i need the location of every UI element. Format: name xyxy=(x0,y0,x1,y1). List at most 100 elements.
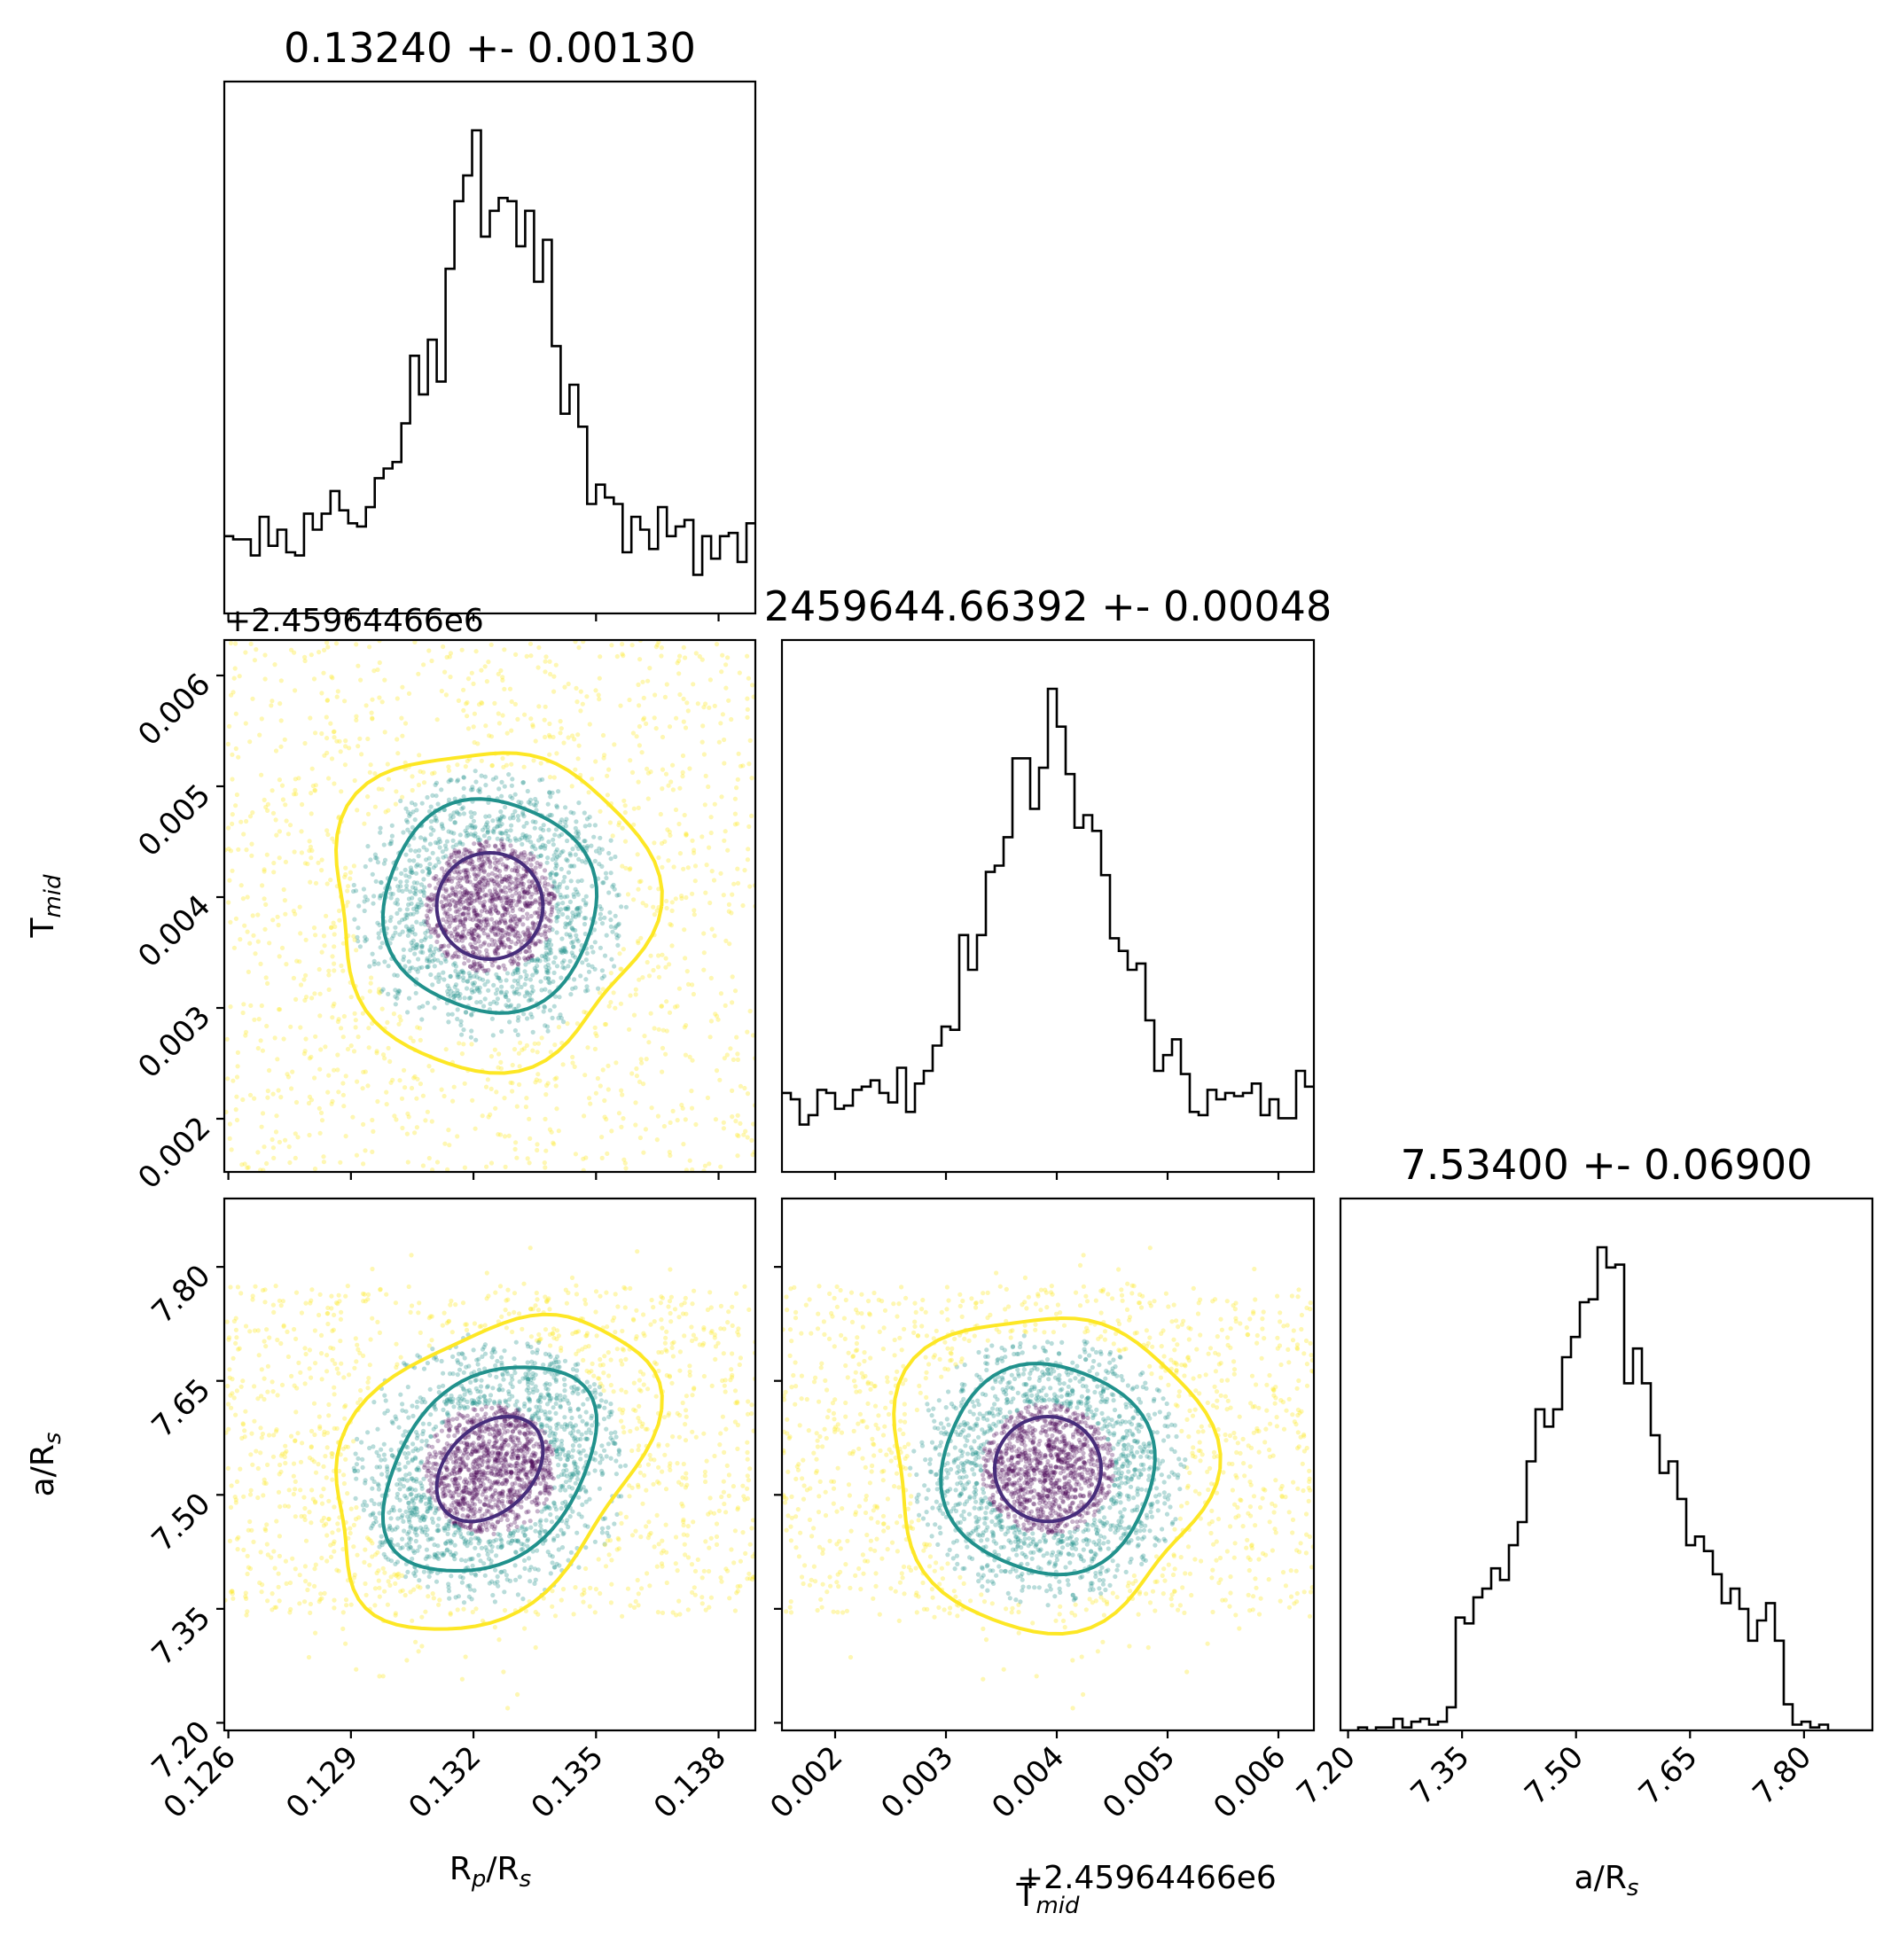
scatter-point xyxy=(689,1562,695,1567)
scatter-point xyxy=(500,1492,505,1497)
scatter-point xyxy=(464,833,469,839)
scatter-point xyxy=(513,652,519,658)
scatter-point xyxy=(363,863,368,870)
scatter-point xyxy=(530,988,535,994)
scatter-point xyxy=(446,1318,452,1324)
scatter-point xyxy=(575,905,581,910)
scatter-point xyxy=(410,965,415,971)
scatter-point xyxy=(348,876,353,881)
scatter-point xyxy=(677,785,683,791)
scatter-point xyxy=(619,1124,624,1129)
scatter-point xyxy=(602,953,608,958)
scatter-point xyxy=(501,842,506,847)
scatter-point xyxy=(691,991,697,997)
scatter-point xyxy=(326,776,332,781)
scatter-point xyxy=(351,1544,356,1550)
scatter-point xyxy=(547,790,552,795)
scatter-point xyxy=(332,1385,337,1390)
scatter-point xyxy=(724,1052,730,1058)
scatter-point xyxy=(541,1009,546,1014)
scatter-point xyxy=(497,927,503,933)
scatter-point xyxy=(646,1532,653,1537)
contour-3sigma xyxy=(333,751,664,1075)
scatter-point xyxy=(496,892,502,897)
scatter-point xyxy=(448,993,453,998)
scatter-point xyxy=(543,934,549,940)
scatter-point xyxy=(709,1383,715,1388)
scatter-point xyxy=(509,901,514,906)
scatter-point xyxy=(605,1530,610,1535)
scatter-point xyxy=(492,949,498,956)
scatter-point xyxy=(455,1470,460,1475)
scatter-point xyxy=(360,1503,365,1508)
scatter-point xyxy=(566,870,572,875)
scatter-point xyxy=(470,1449,475,1454)
scatter-point xyxy=(497,830,503,835)
scatter-point xyxy=(493,991,499,996)
scatter-point xyxy=(655,1113,661,1119)
scatter-point xyxy=(233,803,238,808)
scatter-point xyxy=(467,861,473,866)
scatter-point xyxy=(352,777,357,784)
scatter-point xyxy=(450,953,457,958)
scatter-point xyxy=(343,865,348,871)
scatter-point xyxy=(275,914,280,919)
scatter-point xyxy=(436,1516,442,1521)
scatter-point xyxy=(580,960,585,965)
scatter-point xyxy=(469,862,474,867)
scatter-point xyxy=(404,915,410,920)
scatter-point xyxy=(675,660,680,666)
scatter-point xyxy=(542,884,547,889)
scatter-point xyxy=(647,886,653,891)
scatter-point xyxy=(311,1401,317,1406)
scatter-point xyxy=(264,1160,270,1167)
scatter-point xyxy=(422,1464,427,1470)
scatter-point xyxy=(556,1364,561,1370)
scatter-point xyxy=(574,937,580,942)
scatter-point xyxy=(512,1047,518,1052)
scatter-point xyxy=(558,892,563,898)
scatter-point xyxy=(367,644,372,650)
scatter-point xyxy=(455,810,460,816)
scatter-point xyxy=(410,774,415,779)
scatter-point xyxy=(302,658,308,664)
scatter-point xyxy=(486,1426,491,1432)
scatter-point xyxy=(482,1351,488,1356)
scatter-point xyxy=(302,1564,308,1569)
scatter-point xyxy=(535,1050,540,1055)
scatter-point xyxy=(566,964,571,969)
scatter-point xyxy=(546,839,551,845)
scatter-point xyxy=(515,970,521,975)
scatter-point xyxy=(551,1142,557,1147)
scatter-point xyxy=(429,892,434,897)
scatter-point xyxy=(599,1526,606,1531)
scatter-point xyxy=(545,882,551,887)
scatter-point xyxy=(489,941,496,948)
scatter-point xyxy=(481,1442,486,1448)
scatter-point xyxy=(732,822,738,827)
scatter-point xyxy=(426,1505,432,1511)
scatter-point xyxy=(484,1548,490,1553)
scatter-point xyxy=(417,847,422,854)
scatter-point xyxy=(227,1538,232,1543)
scatter-point xyxy=(745,1456,750,1462)
scatter-point xyxy=(746,761,752,767)
scatter-point xyxy=(477,985,482,990)
scatter-point xyxy=(255,1045,261,1051)
scatter-point xyxy=(265,1552,270,1558)
scatter-point xyxy=(525,1016,530,1021)
scatter-point xyxy=(390,1453,395,1458)
scatter-point xyxy=(425,956,430,961)
scatter-point xyxy=(717,1077,723,1082)
scatter-point xyxy=(562,965,567,971)
scatter-point xyxy=(474,1457,480,1463)
scatter-point xyxy=(461,851,466,856)
scatter-point xyxy=(249,853,254,858)
scatter-point xyxy=(414,1493,419,1499)
scatter-point xyxy=(386,1557,391,1562)
scatter-point xyxy=(262,676,268,682)
scatter-point xyxy=(250,913,255,918)
scatter-point xyxy=(534,970,539,975)
scatter-point xyxy=(656,1480,662,1486)
scatter-point xyxy=(418,1082,423,1087)
